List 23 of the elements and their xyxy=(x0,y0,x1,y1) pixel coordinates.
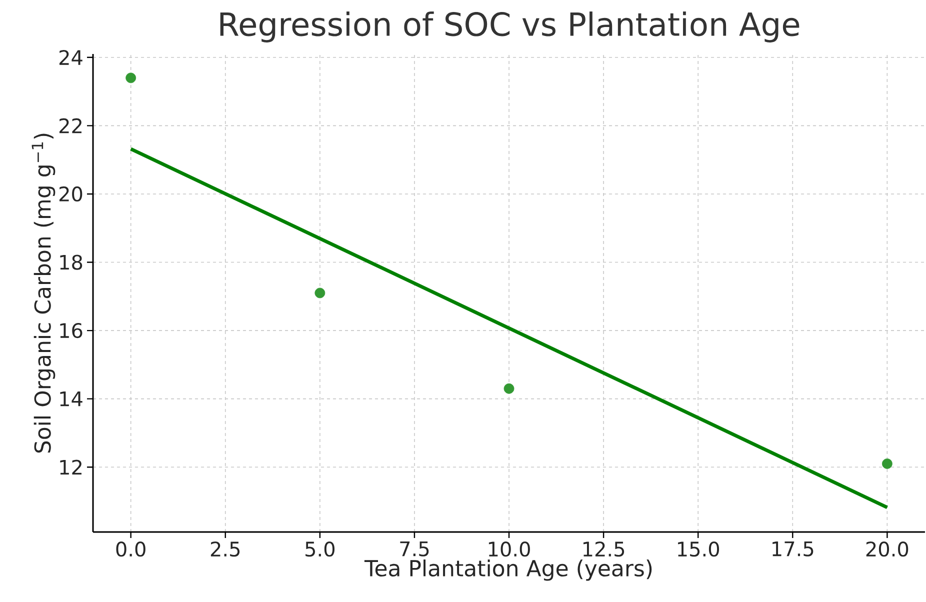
y-axis-title: Soil Organic Carbon (mg g$^{−1}$) xyxy=(32,134,56,453)
x-tick-label: 20.0 xyxy=(866,542,908,557)
point xyxy=(504,383,514,394)
y-tick-label: 20 xyxy=(59,186,82,202)
y-tick-label: 14 xyxy=(60,392,82,406)
point xyxy=(882,458,892,469)
y-tick-label: 16 xyxy=(60,322,82,338)
chart-title: Regression of SOC vs Plantation Age xyxy=(220,11,800,42)
x-tick-label: 7.5 xyxy=(400,542,429,556)
x-axis-title: Tea Plantation Age (years) xyxy=(364,560,652,581)
x-tick-label: 10.0 xyxy=(488,542,530,557)
y-tick-label: 18 xyxy=(60,254,82,270)
x-tick-label: 5.0 xyxy=(306,542,334,557)
y-tick-label: 24 xyxy=(59,50,82,65)
x-tick-label: 12.5 xyxy=(583,542,624,557)
x-tick-label: 2.5 xyxy=(210,542,240,557)
x-tick-label: 15.0 xyxy=(678,542,720,557)
point xyxy=(314,288,326,298)
y-tick-label: 22 xyxy=(59,118,82,134)
x-tick-label: 17.5 xyxy=(772,542,814,556)
point xyxy=(126,72,136,84)
x-tick-label: 0.0 xyxy=(116,542,146,557)
y-tick-label: 12 xyxy=(60,460,82,475)
